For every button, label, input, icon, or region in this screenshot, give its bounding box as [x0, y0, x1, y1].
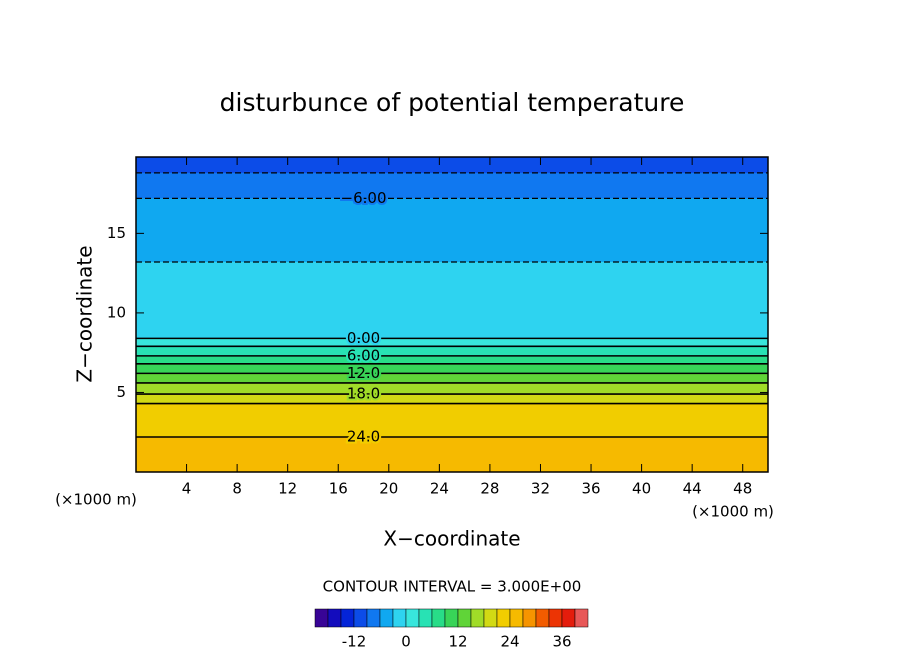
- x-tick-label: 44: [683, 480, 702, 498]
- x-tick-label: 48: [733, 480, 752, 498]
- y-tick-label: 5: [116, 383, 126, 401]
- colorbar-cell: [379, 608, 394, 628]
- x-tick-label: 28: [480, 480, 499, 498]
- field-band: [136, 157, 768, 173]
- colorbar-cell: [314, 608, 329, 628]
- colorbar-cell: [405, 608, 420, 628]
- chart-title: disturbunce of potential temperature: [220, 88, 685, 117]
- colorbar-cell: [509, 608, 524, 628]
- annotation: CONTOUR INTERVAL = 3.000E+00: [323, 578, 582, 596]
- colorbar-tick-label: 24: [500, 633, 519, 651]
- contour-label: 18.0: [347, 385, 380, 403]
- colorbar-cell: [444, 608, 459, 628]
- x-tick-label: 4: [182, 480, 192, 498]
- x-tick-label: 36: [581, 480, 600, 498]
- contour-label: 0.00: [347, 329, 380, 347]
- plot-frame: [135, 156, 769, 473]
- colorbar-cell: [548, 608, 563, 628]
- colorbar-cell: [561, 608, 576, 628]
- colorbar-cell: [431, 608, 446, 628]
- x-tick-label: 8: [232, 480, 242, 498]
- colorbar-cell: [470, 608, 485, 628]
- colorbar-tick-label: 36: [552, 633, 571, 651]
- x-tick-label: 16: [329, 480, 348, 498]
- colorbar-tick-label: -12: [342, 633, 367, 651]
- y-tick-label: 15: [107, 224, 126, 242]
- colorbar-tick-label: 0: [401, 633, 411, 651]
- x-tick-label: 40: [632, 480, 651, 498]
- colorbar-cell: [457, 608, 472, 628]
- y-axis-label: Z−coordinate: [73, 245, 97, 382]
- colorbar-cell: [392, 608, 407, 628]
- y-unit-label: (×1000 m): [55, 491, 137, 509]
- x-tick-label: 20: [379, 480, 398, 498]
- colorbar-cell: [340, 608, 355, 628]
- contour-label: 6.00: [347, 346, 380, 364]
- x-axis-label: X−coordinate: [383, 527, 520, 551]
- colorbar-cell: [535, 608, 550, 628]
- colorbar-cell: [522, 608, 537, 628]
- colorbar-cell: [496, 608, 511, 628]
- colorbar-cell: [327, 608, 342, 628]
- contour-label: −6.00: [341, 189, 387, 207]
- x-tick-label: 32: [531, 480, 550, 498]
- y-tick-label: 10: [107, 303, 126, 321]
- colorbar-tick-label: 12: [448, 633, 467, 651]
- colorbar-cell: [483, 608, 498, 628]
- colorbar-cell: [366, 608, 381, 628]
- colorbar-cell: [353, 608, 368, 628]
- colorbar-cell: [574, 608, 589, 628]
- x-tick-label: 12: [278, 480, 297, 498]
- x-unit-label: (×1000 m): [692, 503, 774, 521]
- colorbar-cell: [418, 608, 433, 628]
- x-tick-label: 24: [430, 480, 449, 498]
- contour-label: 12.0: [347, 364, 380, 382]
- contour-label: 24.0: [347, 428, 380, 446]
